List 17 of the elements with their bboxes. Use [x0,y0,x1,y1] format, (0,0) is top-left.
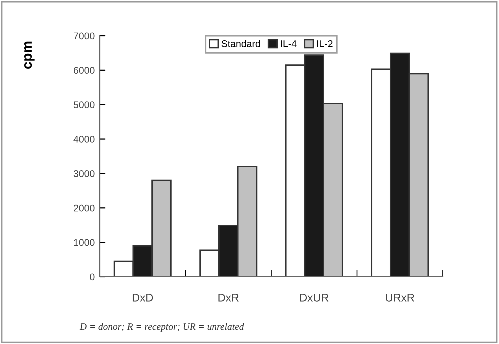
x-tick-label: DxUR [300,294,329,302]
y-tick-label: 1000 [74,239,95,246]
legend-label: IL-4 [281,40,297,48]
legend-label: Standard [222,40,260,48]
y-tick-label: 5000 [74,102,95,108]
y-tick-label: 7000 [74,32,95,40]
y-axis-title: cpm [24,42,35,70]
y-tick-label: 2000 [74,204,95,212]
legend-label: IL-2 [317,40,333,48]
x-tick-label: DxR [218,294,239,302]
y-tick-label: 0 [90,274,95,281]
x-tick-label: DxD [132,294,154,302]
text: D = donor; R = receptor; UR = unrelated [80,323,244,332]
y-tick-label: 6000 [74,67,95,74]
y-tick-label: 3000 [74,170,95,178]
y-tick-label: 4000 [74,136,95,143]
x-tick-label: URxR [386,294,414,302]
